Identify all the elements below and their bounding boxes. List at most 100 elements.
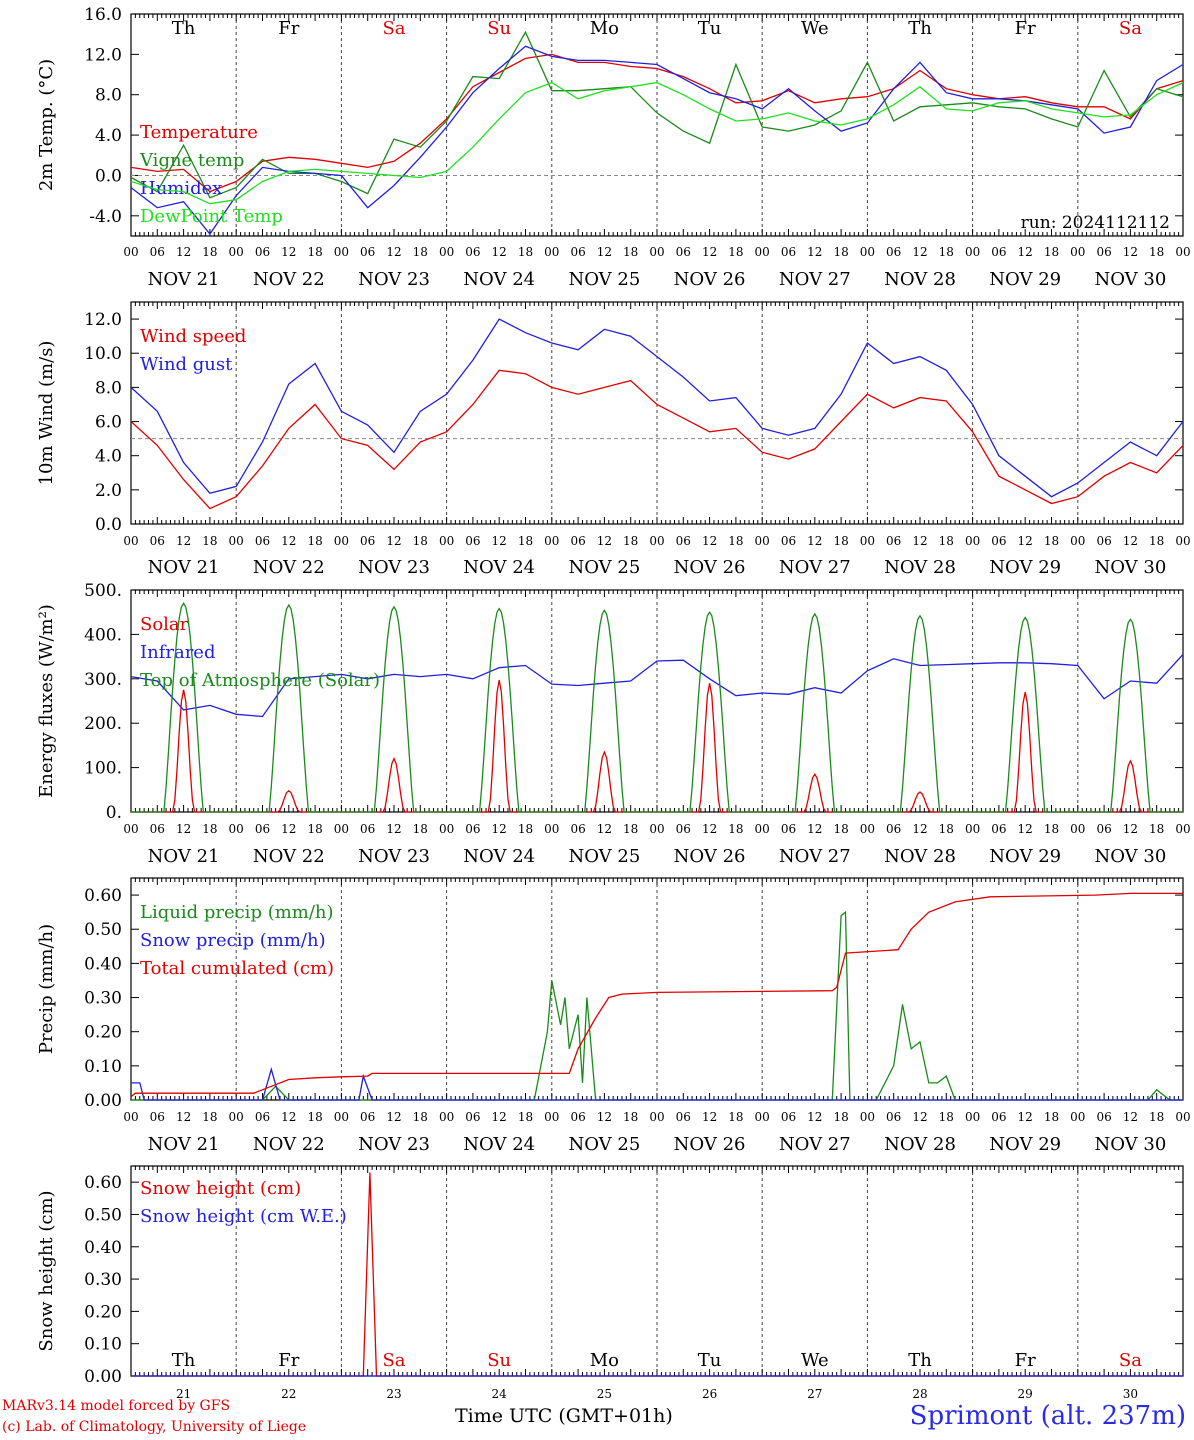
hour-tick-label: 12 (912, 822, 927, 836)
hour-tick-label: 06 (1096, 534, 1111, 548)
day-name-label: Mo (590, 18, 619, 39)
day-name-label: Tu (698, 1350, 722, 1371)
hour-tick-label: 12 (492, 245, 507, 259)
day-name-label: Th (172, 18, 196, 39)
day-name-label: Fr (1015, 1350, 1036, 1371)
hour-tick-label: 12 (702, 822, 717, 836)
hour-tick-label: 18 (939, 534, 954, 548)
hour-tick-label: 18 (518, 1110, 533, 1124)
date-label: NOV 25 (568, 846, 640, 867)
y-tick-label: 4.0 (95, 447, 122, 467)
hour-tick-label: 00 (439, 822, 454, 836)
panel-2: 0.0 2.0 4.0 6.0 8.0 10.0 12.0 10m Wind (m/s) 00 0… (36, 301, 1191, 578)
date-label: NOV 27 (779, 846, 851, 867)
hour-tick-label: 18 (728, 822, 743, 836)
y-tick-label: 0.50 (84, 920, 122, 940)
day-name-label: Fr (1015, 18, 1036, 39)
series-line (130, 30, 1184, 199)
hour-tick-label: 00 (123, 245, 138, 259)
y-axis-title: Energy fluxes (W/m²) (36, 604, 57, 798)
day-name-label: We (801, 1350, 829, 1371)
hour-tick-label: 06 (570, 1110, 585, 1124)
hour-tick-label: 06 (570, 822, 585, 836)
hour-tick-label: 00 (1175, 534, 1190, 548)
series-line (131, 910, 1183, 1101)
hour-tick-label: 12 (176, 534, 191, 548)
hour-tick-label: 00 (860, 534, 875, 548)
y-tick-label: 12.0 (84, 45, 122, 65)
y-tick-label: 200. (84, 714, 122, 734)
hour-tick-label: 00 (649, 1110, 664, 1124)
hour-tick-label: 00 (1175, 1110, 1190, 1124)
hour-tick-label: 12 (281, 1110, 296, 1124)
hour-tick-label: 12 (702, 245, 717, 259)
hour-tick-label: 18 (518, 245, 533, 259)
date-label: NOV 26 (674, 557, 746, 578)
hour-tick-label: 12 (1123, 822, 1138, 836)
y-axis-title: 10m Wind (m/s) (36, 341, 57, 486)
date-label: NOV 22 (253, 269, 325, 290)
hour-tick-label: 12 (807, 1110, 822, 1124)
legend-label: Snow height (cm W.E.) (140, 1206, 347, 1227)
hour-tick-label: 06 (781, 822, 796, 836)
day-number-label: 24 (492, 1387, 508, 1401)
hour-tick-label: 18 (413, 245, 428, 259)
hour-tick-label: 18 (939, 245, 954, 259)
hour-tick-label: 00 (1175, 822, 1190, 836)
date-label: NOV 30 (1094, 269, 1166, 290)
legend-label: Liquid precip (mm/h) (140, 902, 334, 923)
series-line (130, 892, 1183, 1098)
legend-label: Top of Atmosphere (Solar) (140, 670, 380, 691)
hour-tick-label: 12 (492, 822, 507, 836)
hour-tick-label: 18 (833, 822, 848, 836)
hour-tick-label: 12 (1123, 534, 1138, 548)
hour-tick-label: 00 (649, 245, 664, 259)
hour-tick-label: 18 (413, 822, 428, 836)
hour-tick-label: 06 (150, 1110, 165, 1124)
day-number-label: 26 (702, 1387, 717, 1401)
day-name-label: Tu (698, 18, 722, 39)
date-label: NOV 28 (884, 557, 956, 578)
series-line (131, 602, 1183, 813)
hour-tick-label: 00 (755, 534, 770, 548)
hour-tick-label: 00 (1070, 1110, 1085, 1124)
series-line (130, 653, 1184, 718)
y-tick-label: 10.0 (84, 344, 122, 364)
model-credit: MARv3.14 model forced by GFS (2, 1398, 231, 1414)
y-tick-label: 0.0 (95, 515, 122, 535)
legend-label: Snow precip (mm/h) (140, 930, 326, 951)
y-tick-label: 4.0 (95, 126, 122, 146)
legend-label: Infrared (140, 642, 215, 663)
series-line (130, 45, 1184, 236)
hour-tick-label: 06 (360, 1110, 375, 1124)
hour-tick-label: 06 (570, 534, 585, 548)
hour-tick-label: 00 (439, 534, 454, 548)
date-label: NOV 29 (989, 1134, 1061, 1155)
hour-tick-label: 00 (860, 245, 875, 259)
date-label: NOV 28 (884, 1134, 956, 1155)
hour-tick-label: 12 (281, 822, 296, 836)
y-axis-title: Precip (mm/h) (36, 924, 57, 1054)
legend-label: Solar (140, 614, 189, 635)
y-tick-label: 12.0 (84, 310, 122, 330)
hour-tick-label: 00 (860, 1110, 875, 1124)
hour-tick-label: 06 (255, 245, 270, 259)
y-tick-label: 0.20 (84, 1302, 122, 1322)
y-tick-label: 0.20 (84, 1023, 122, 1043)
date-label: NOV 27 (779, 1134, 851, 1155)
date-label: NOV 23 (358, 269, 430, 290)
date-label: NOV 26 (674, 846, 746, 867)
hour-tick-label: 12 (386, 245, 401, 259)
hour-tick-label: 00 (229, 534, 244, 548)
y-tick-label: 0.30 (84, 989, 122, 1009)
hour-tick-label: 06 (676, 1110, 691, 1124)
day-name-label: Th (908, 1350, 932, 1371)
hour-tick-label: 06 (1096, 822, 1111, 836)
hour-tick-label: 00 (544, 1110, 559, 1124)
y-tick-label: 8.0 (95, 86, 122, 106)
hour-tick-label: 18 (939, 822, 954, 836)
hour-tick-label: 06 (150, 822, 165, 836)
y-tick-label: 0.00 (84, 1367, 122, 1387)
date-label: NOV 25 (568, 1134, 640, 1155)
day-name-label: Sa (1119, 18, 1142, 39)
